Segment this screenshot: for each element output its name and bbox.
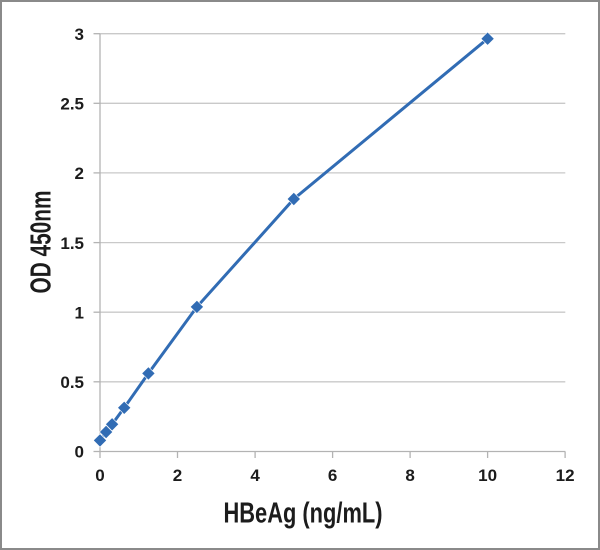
svg-text:2.5: 2.5 (60, 95, 84, 114)
svg-text:8: 8 (405, 466, 414, 485)
svg-text:6: 6 (328, 466, 337, 485)
svg-text:3: 3 (75, 25, 84, 44)
svg-text:12: 12 (556, 466, 575, 485)
svg-text:1: 1 (75, 303, 84, 322)
svg-text:1.5: 1.5 (60, 234, 84, 253)
svg-text:4: 4 (250, 466, 260, 485)
svg-text:OD 450nm: OD 450nm (25, 191, 57, 294)
svg-text:10: 10 (478, 466, 497, 485)
svg-text:0: 0 (75, 443, 84, 462)
svg-text:2: 2 (173, 466, 182, 485)
svg-text:0: 0 (95, 466, 104, 485)
svg-text:2: 2 (75, 164, 84, 183)
svg-text:HBeAg (ng/mL): HBeAg (ng/mL) (224, 498, 383, 530)
svg-text:0.5: 0.5 (60, 373, 84, 392)
